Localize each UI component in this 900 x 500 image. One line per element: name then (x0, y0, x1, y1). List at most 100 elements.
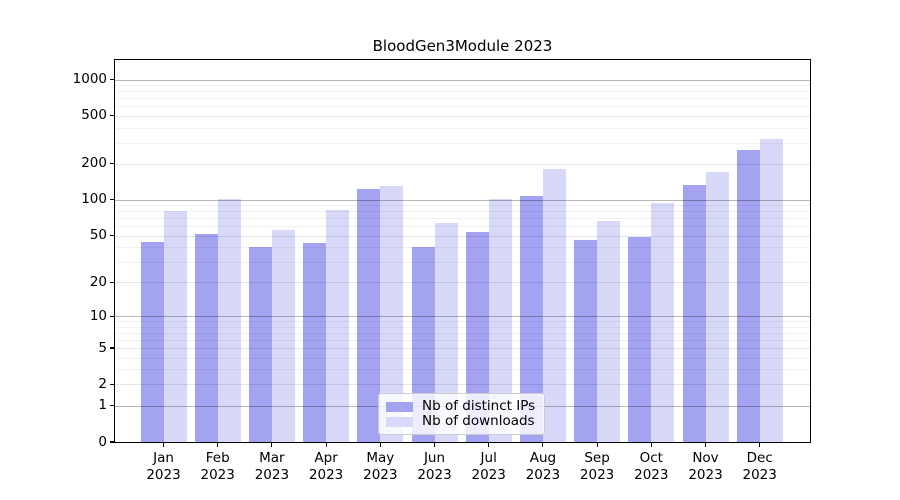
bar-downloads-sep (597, 220, 621, 442)
x-tick-month-aug: Aug (529, 450, 557, 466)
y-tick-label-50: 50 (89, 227, 107, 244)
gridline-minor-y-800 (115, 91, 810, 93)
y-tick-label-5: 5 (98, 339, 107, 356)
bar-downloads-jul (488, 199, 512, 442)
bar-distinct-ips-may (357, 188, 381, 442)
bar-downloads-oct (651, 202, 675, 442)
bar-distinct-ips-jul (465, 231, 489, 442)
gridline-y-100 (115, 199, 810, 201)
x-tick-label-dec: Dec 2023 (730, 450, 790, 484)
x-tick-year-jul: 2023 (471, 467, 506, 483)
y-tick-1000 (110, 78, 114, 81)
y-tick-5 (110, 347, 114, 349)
x-tick-year-jan: 2023 (146, 467, 181, 483)
y-tick-50 (110, 235, 114, 237)
gridline-minor-y-7 (115, 332, 810, 334)
x-tick-label-may: May 2023 (350, 450, 410, 484)
y-tick-label-500: 500 (81, 107, 107, 124)
x-tick-month-sep: Sep (584, 450, 610, 466)
x-tick-year-sep: 2023 (579, 467, 615, 483)
x-tick-year-aug: 2023 (525, 467, 561, 483)
bar-distinct-ips-sep (574, 240, 598, 442)
x-tick-label-jul: Jul 2023 (459, 450, 519, 484)
gridline-y-200 (115, 163, 810, 165)
bar-downloads-apr (326, 209, 350, 442)
x-tick-month-jul: Jul (480, 450, 497, 466)
x-tick-month-dec: Dec (746, 450, 773, 466)
legend-swatch-distinct-ips (386, 401, 413, 412)
x-tick-may (379, 443, 381, 447)
x-tick-year-jun: 2023 (417, 467, 452, 483)
y-tick-1 (110, 405, 114, 407)
x-tick-jan (162, 443, 165, 447)
gridline-minor-y-900 (115, 85, 810, 86)
bar-downloads-aug (542, 168, 566, 442)
x-tick-year-may: 2023 (363, 467, 398, 483)
bar-distinct-ips-aug (519, 195, 543, 442)
y-tick-label-1000: 1000 (72, 71, 107, 87)
gridline-minor-y-6 (115, 339, 810, 341)
gridline-minor-y-4 (115, 357, 810, 359)
gridline-minor-y-9 (115, 321, 810, 323)
gridline-minor-y-30 (115, 261, 810, 263)
gridline-y-500 (115, 115, 810, 117)
x-tick-label-apr: Apr 2023 (296, 450, 356, 484)
x-tick-month-jun: Jun (423, 450, 446, 466)
x-tick-apr (325, 443, 327, 447)
bar-distinct-ips-feb (194, 233, 218, 442)
bar-distinct-ips-dec (736, 150, 760, 442)
gridline-minor-y-700 (115, 98, 810, 100)
gridline-y-50 (115, 235, 810, 237)
gridline-y-5 (115, 348, 810, 349)
gridline-minor-y-70 (115, 218, 810, 220)
x-tick-jun (433, 443, 436, 447)
x-tick-month-feb: Feb (205, 450, 230, 466)
x-tick-dec (759, 443, 761, 447)
bar-distinct-ips-nov (682, 184, 706, 442)
x-tick-month-nov: Nov (692, 450, 719, 466)
x-tick-feb (217, 443, 219, 447)
x-tick-month-may: May (366, 450, 395, 466)
y-tick-label-2: 2 (98, 375, 107, 392)
x-tick-year-apr: 2023 (308, 467, 344, 483)
legend-item-distinct-ips: Nb of distinct IPs (386, 399, 537, 414)
x-tick-label-jan: Jan 2023 (134, 450, 194, 484)
y-tick-20 (110, 281, 114, 283)
x-tick-year-feb: 2023 (200, 467, 235, 483)
legend-label-downloads: Nb of downloads (422, 413, 535, 429)
y-tick-label-1: 1 (98, 397, 107, 414)
bar-distinct-ips-mar (248, 247, 272, 442)
x-tick-label-jun: Jun 2023 (405, 450, 465, 484)
bar-downloads-dec (759, 138, 783, 442)
gridline-minor-y-90 (115, 205, 810, 207)
y-tick-10 (110, 315, 114, 317)
x-tick-month-mar: Mar (259, 450, 285, 466)
legend: Nb of distinct IPs Nb of downloads (378, 393, 545, 435)
y-tick-500 (110, 115, 114, 117)
gridline-y-2 (115, 384, 810, 386)
x-tick-label-oct: Oct 2023 (621, 450, 681, 484)
x-tick-year-nov: 2023 (688, 467, 723, 483)
gridline-minor-y-80 (115, 211, 810, 213)
legend-item-downloads: Nb of downloads (386, 414, 537, 429)
gridline-minor-y-3 (115, 369, 810, 371)
x-tick-label-mar: Mar 2023 (242, 450, 302, 484)
y-tick-0 (110, 441, 114, 443)
x-tick-year-dec: 2023 (742, 467, 777, 483)
gridline-minor-y-600 (115, 106, 810, 108)
x-tick-year-oct: 2023 (634, 467, 669, 483)
x-tick-month-oct: Oct (639, 450, 663, 466)
gridline-y-10 (115, 316, 810, 318)
chart-title: BloodGen3Module 2023 (372, 37, 553, 55)
x-tick-label-feb: Feb 2023 (188, 450, 248, 484)
bar-distinct-ips-jan (140, 242, 164, 442)
x-tick-mar (271, 443, 273, 447)
y-tick-label-0: 0 (98, 433, 107, 450)
bar-distinct-ips-oct (628, 236, 652, 442)
bar-downloads-nov (705, 171, 729, 442)
y-tick-label-10: 10 (89, 307, 107, 324)
bar-distinct-ips-apr (303, 243, 327, 442)
gridline-y-1000 (115, 79, 810, 81)
x-tick-oct (650, 443, 652, 447)
